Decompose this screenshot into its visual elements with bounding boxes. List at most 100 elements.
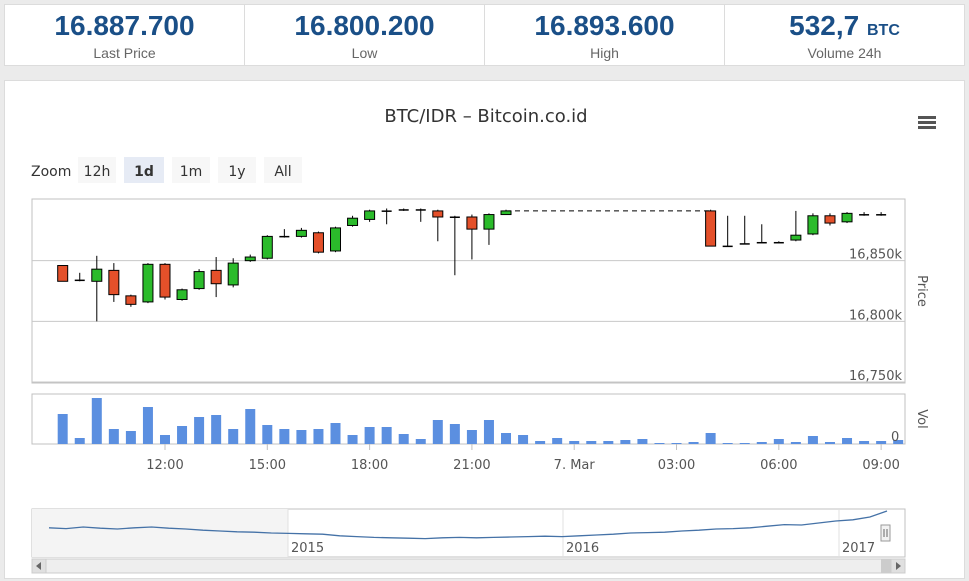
candle-body bbox=[261, 235, 273, 259]
zoom-button-label[interactable]: 1d bbox=[134, 164, 154, 180]
price-axis-title: Price bbox=[914, 275, 929, 307]
volume-bar bbox=[824, 442, 835, 444]
candle bbox=[859, 212, 870, 216]
candle-body bbox=[705, 210, 717, 247]
vol-zero-tick: 0 bbox=[891, 430, 899, 445]
volume-bar bbox=[859, 441, 870, 444]
volume-bar bbox=[57, 414, 68, 444]
zoom-button-All[interactable]: All bbox=[264, 157, 302, 183]
volume-bar bbox=[739, 443, 750, 444]
zoom-button-bg[interactable] bbox=[264, 157, 302, 183]
time-tick-label: 21:00 bbox=[453, 458, 490, 473]
price-plot-border bbox=[31, 198, 906, 384]
time-axis: 12:00 15:00 18:00 21:00 7. Mar 03:00 06:00 09:0… bbox=[146, 444, 900, 473]
volume-bar bbox=[705, 433, 716, 444]
zoom-label: Zoom bbox=[31, 164, 71, 180]
volume-bar bbox=[807, 436, 818, 444]
candle bbox=[483, 213, 495, 245]
zoom-button-label[interactable]: 1y bbox=[228, 164, 245, 180]
candle-body bbox=[244, 256, 256, 262]
time-tick-label: 09:00 bbox=[862, 458, 899, 473]
zoom-button-label[interactable]: All bbox=[274, 164, 291, 180]
volume-bar bbox=[398, 434, 409, 444]
hamburger-menu-icon[interactable] bbox=[916, 111, 938, 133]
candle-body bbox=[176, 289, 188, 300]
candle-body bbox=[824, 215, 836, 224]
candle-body bbox=[773, 241, 784, 244]
volume-bar bbox=[313, 429, 324, 444]
volume-bar bbox=[620, 440, 631, 444]
volume-bar bbox=[159, 435, 170, 444]
candle-body bbox=[807, 215, 819, 235]
zoom-button-label[interactable]: 12h bbox=[84, 164, 111, 180]
candle-body bbox=[57, 265, 69, 282]
zoom-button-bg[interactable] bbox=[78, 157, 116, 183]
candle-body bbox=[483, 214, 495, 230]
volume-bar bbox=[518, 435, 529, 444]
candle-body bbox=[415, 209, 426, 211]
volume-bar bbox=[364, 427, 375, 444]
volume-bar bbox=[449, 424, 460, 444]
volume-bar bbox=[773, 439, 784, 444]
volume-bar bbox=[330, 423, 341, 444]
volume-bar bbox=[466, 430, 477, 444]
volume-bar bbox=[108, 429, 119, 444]
volume-bar bbox=[194, 417, 205, 444]
zoom-button-1m[interactable]: 1m bbox=[172, 157, 210, 183]
candle bbox=[295, 227, 307, 238]
zoom-button-1y[interactable]: 1y bbox=[218, 157, 256, 183]
candle bbox=[244, 254, 256, 262]
stat-label: Last Price bbox=[93, 45, 156, 61]
navigator-year-label: 2016 bbox=[566, 541, 599, 556]
volume-bar bbox=[756, 442, 767, 444]
stat-value: 16.887.700 bbox=[54, 10, 195, 41]
candle bbox=[722, 215, 733, 248]
volume-bar bbox=[381, 427, 392, 444]
candle-body bbox=[722, 245, 733, 248]
candle bbox=[500, 209, 512, 216]
candle-body bbox=[142, 263, 154, 303]
navigator-labels: 2015 2016 2017 bbox=[291, 541, 875, 556]
candle-body bbox=[449, 216, 460, 218]
candle-body bbox=[312, 232, 324, 253]
candle-body bbox=[330, 227, 342, 252]
volume-bar bbox=[483, 420, 494, 444]
candle bbox=[261, 235, 273, 260]
candle bbox=[756, 224, 767, 244]
zoom-button-bg[interactable] bbox=[124, 157, 164, 183]
candlestick-series bbox=[57, 208, 887, 322]
candle bbox=[312, 231, 324, 254]
scrollbar[interactable] bbox=[31, 558, 906, 574]
volume-series bbox=[57, 398, 904, 444]
volume-bar bbox=[535, 441, 546, 444]
candle bbox=[415, 208, 426, 222]
candle bbox=[193, 269, 205, 290]
candle bbox=[347, 215, 359, 227]
zoom-button-12h[interactable]: 12h bbox=[78, 157, 116, 183]
volume-bar bbox=[842, 438, 853, 444]
volume-bar bbox=[211, 415, 222, 444]
volume-bar bbox=[876, 441, 887, 444]
zoom-button-bg[interactable] bbox=[218, 157, 256, 183]
candle bbox=[330, 226, 342, 253]
candle-body bbox=[364, 210, 376, 220]
stat-label: High bbox=[590, 45, 619, 61]
navigator-handle[interactable] bbox=[880, 524, 891, 542]
scrollbar-track[interactable] bbox=[31, 558, 906, 574]
volume-bar bbox=[432, 420, 443, 444]
navigator[interactable]: 2015 2016 2017 bbox=[31, 508, 906, 558]
volume-bar bbox=[603, 441, 614, 444]
candle-body bbox=[432, 210, 444, 218]
zoom-button-label[interactable]: 1m bbox=[180, 164, 203, 180]
time-tick-label: 03:00 bbox=[658, 458, 695, 473]
time-tick-label: 7. Mar bbox=[554, 458, 596, 473]
candle bbox=[432, 209, 444, 242]
volume-bar bbox=[296, 430, 307, 444]
volume-bar bbox=[671, 443, 682, 444]
zoom-button-bg[interactable] bbox=[172, 157, 210, 183]
volume-bar bbox=[722, 443, 733, 444]
volume-bar bbox=[245, 409, 256, 444]
volume-bar bbox=[228, 429, 239, 444]
zoom-button-1d[interactable]: 1d bbox=[124, 157, 164, 183]
stat-low: 16.800.200 Low bbox=[245, 5, 485, 65]
